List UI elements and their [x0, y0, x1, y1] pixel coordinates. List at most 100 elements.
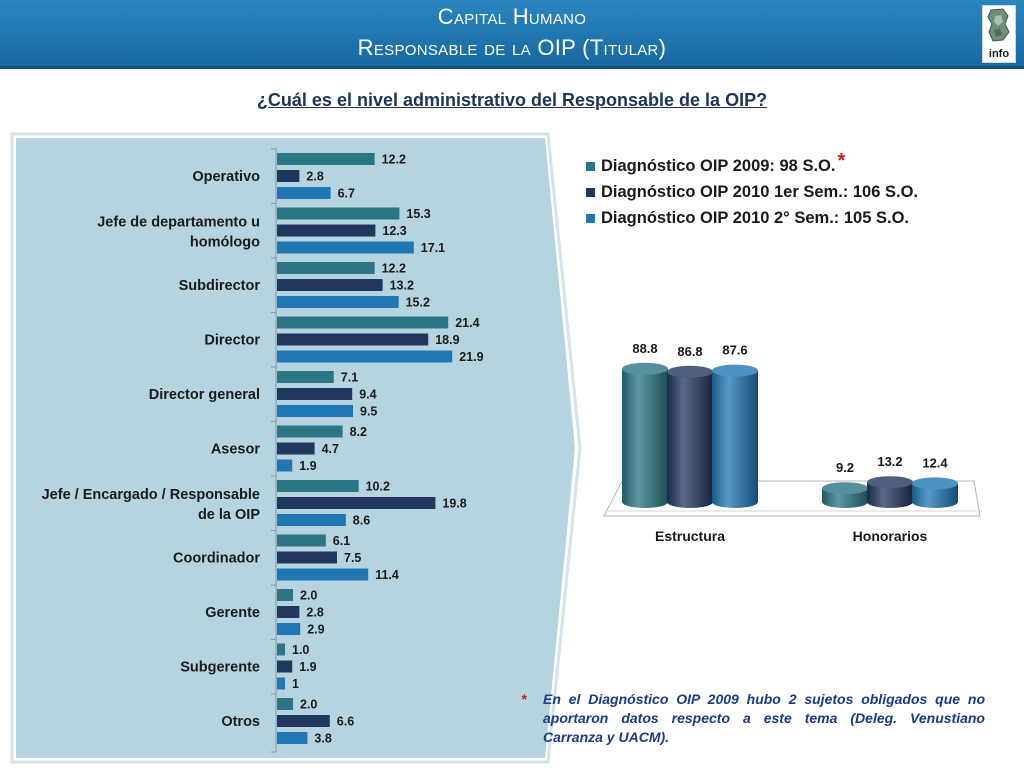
bar-value-label: 13.2: [877, 454, 902, 469]
legend-swatch: [586, 188, 595, 197]
bar-value-label: 12.2: [382, 153, 406, 167]
bar: [277, 279, 383, 291]
bar-value-label: 2.0: [300, 589, 317, 603]
bar: [277, 606, 300, 618]
bar-value-label: 2.0: [300, 698, 317, 712]
bar-value-label: 13.2: [390, 279, 414, 293]
cylinder-bar: [622, 368, 668, 508]
bar-value-label: 15.3: [406, 207, 430, 221]
legend-swatch: [586, 162, 595, 171]
bar-value-label: 2.9: [307, 623, 324, 637]
bar: [277, 715, 330, 727]
cylinder-bar: [712, 370, 758, 508]
cylinder-bar: [667, 371, 713, 508]
bar: [277, 589, 293, 601]
legend-asterisk: *: [837, 150, 845, 172]
bar-value-label: 10.2: [366, 480, 390, 494]
bar: [277, 241, 414, 254]
category-label: Jefe de departamento u: [97, 215, 260, 231]
header-bar: Capital Humano Responsable de la OIP (Ti…: [0, 0, 1024, 69]
bar: [277, 153, 375, 165]
bar: [277, 371, 334, 383]
bar-value-label: 1.9: [299, 459, 316, 473]
category-label: de la OIP: [198, 507, 260, 523]
bar: [277, 316, 449, 329]
bar: [277, 623, 301, 635]
bar-value-label: 9.2: [836, 460, 854, 475]
bar-value-label: 1.0: [292, 643, 309, 657]
bar-value-label: 11.4: [375, 568, 399, 582]
bar-value-label: 7.5: [344, 551, 361, 565]
bar: [277, 643, 285, 656]
bar-value-label: 21.4: [455, 316, 479, 330]
bar-value-label: 6.1: [333, 534, 350, 548]
category-label: Director: [204, 333, 260, 349]
bar-value-label: 18.9: [435, 333, 459, 347]
bar-value-label: 8.6: [353, 514, 370, 528]
city-map-icon: [987, 8, 1010, 42]
bar: [277, 551, 337, 564]
bar: [277, 333, 429, 346]
bar-value-label: 2.8: [306, 606, 323, 620]
bar-value-label: 87.6: [722, 343, 747, 358]
bar-value-label: 12.2: [382, 262, 406, 276]
bar: [277, 442, 315, 455]
cylinder-top: [912, 477, 958, 490]
bar-value-label: 9.4: [359, 388, 376, 402]
cylinder-top: [622, 362, 668, 375]
category-label: Subdirector: [179, 278, 261, 294]
cylinder-bar: [912, 483, 958, 508]
bar: [277, 350, 453, 363]
bar: [277, 187, 331, 199]
category-label: Jefe / Encargado / Responsable: [42, 487, 260, 503]
bar: [277, 732, 308, 744]
cylinder-bar: [867, 482, 913, 508]
category-label: Asesor: [211, 442, 261, 458]
bar: [277, 207, 400, 220]
cylinder-top: [712, 364, 758, 377]
bar: [277, 425, 343, 438]
bar-value-label: 1.9: [299, 660, 316, 674]
bar-value-label: 21.9: [459, 350, 483, 364]
page-subtitle: Responsable de la OIP (Titular): [357, 35, 667, 60]
bar-value-label: 6.6: [337, 715, 354, 729]
category-label: Operativo: [192, 169, 260, 185]
bar: [277, 514, 346, 526]
cylinder-top: [667, 365, 713, 378]
footnote-text: En el Diagnóstico OIP 2009 hubo 2 sujeto…: [543, 691, 985, 745]
category-label: Estructura: [655, 528, 725, 544]
bar: [277, 170, 300, 182]
category-label: Director general: [149, 387, 260, 403]
bar: [277, 497, 436, 509]
bar-value-label: 12.4: [922, 455, 948, 470]
page-title: Capital Humano: [437, 4, 587, 29]
bar-value-label: 8.2: [350, 425, 367, 439]
bar: [277, 568, 369, 581]
bar-value-label: 2.8: [306, 170, 323, 184]
bar: [277, 660, 293, 673]
bar: [277, 405, 353, 417]
legend-label: Diagnóstico OIP 2010 1er Sem.: 106 S.O.: [601, 183, 918, 201]
bar-value-label: 6.7: [338, 187, 355, 201]
bar: [277, 677, 285, 690]
category-label: homólogo: [190, 235, 260, 251]
category-label: Gerente: [205, 605, 260, 621]
bar-value-label: 88.8: [632, 341, 657, 356]
footnote-asterisk: *: [521, 691, 527, 707]
bar: [277, 480, 359, 492]
category-label: Honorarios: [853, 528, 928, 544]
bar: [277, 388, 353, 400]
cylinder-top: [822, 482, 868, 495]
category-label: Coordinador: [173, 551, 260, 567]
category-label: Otros: [221, 714, 260, 730]
chart-question: ¿Cuál es el nivel administrativo del Res…: [256, 90, 768, 110]
bar: [277, 262, 375, 274]
bar-value-label: 19.8: [442, 497, 466, 511]
legend-swatch: [586, 214, 595, 223]
bar: [277, 534, 326, 547]
bar-value-label: 17.1: [421, 241, 445, 255]
category-label: Subgerente: [180, 660, 260, 676]
bar-value-label: 9.5: [360, 405, 377, 419]
logo-text: info: [988, 48, 1010, 60]
